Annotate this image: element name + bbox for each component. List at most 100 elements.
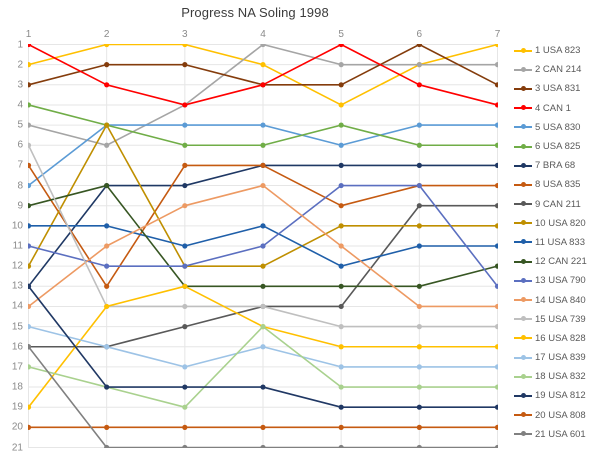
data-point — [416, 44, 422, 48]
data-point — [260, 283, 266, 289]
series-20 — [28, 424, 498, 430]
data-point — [104, 344, 110, 350]
legend-item[interactable]: 5 USA 830 — [514, 118, 600, 137]
data-point — [494, 364, 498, 370]
series-14 — [28, 182, 498, 310]
legend-item[interactable]: 2 CAN 214 — [514, 60, 600, 79]
legend-item[interactable]: 13 USA 790 — [514, 271, 600, 290]
legend-item[interactable]: 11 USA 833 — [514, 233, 600, 252]
legend-item[interactable]: 16 USA 828 — [514, 329, 600, 348]
legend-item[interactable]: 17 USA 839 — [514, 348, 600, 367]
legend-swatch-icon — [514, 84, 532, 93]
y-axis-tick-label: 19 — [11, 401, 23, 413]
legend-item[interactable]: 8 USA 835 — [514, 175, 600, 194]
data-point — [338, 44, 344, 48]
data-point — [182, 243, 188, 249]
data-point — [104, 82, 110, 88]
legend-swatch-icon — [514, 334, 532, 343]
y-axis-tick-label: 12 — [11, 260, 23, 272]
plot-area — [28, 44, 498, 448]
legend-item-label: 7 BRA 68 — [535, 160, 576, 172]
data-point — [494, 263, 498, 269]
data-point — [260, 62, 266, 68]
legend-marker-dot — [520, 412, 526, 418]
data-point — [494, 243, 498, 249]
data-point — [494, 384, 498, 390]
legend-item[interactable]: 10 USA 820 — [514, 214, 600, 233]
legend-marker-dot — [520, 181, 526, 187]
legend-item[interactable]: 20 USA 808 — [514, 406, 600, 425]
data-point — [494, 223, 498, 229]
data-point — [182, 283, 188, 289]
legend-item[interactable]: 6 USA 825 — [514, 137, 600, 156]
series-12 — [28, 182, 498, 289]
legend-item[interactable]: 19 USA 812 — [514, 386, 600, 405]
legend-item[interactable]: 9 CAN 211 — [514, 195, 600, 214]
legend-item[interactable]: 15 USA 739 — [514, 310, 600, 329]
legend-swatch-icon — [514, 315, 532, 324]
data-point — [416, 384, 422, 390]
y-axis-tick-label: 13 — [11, 280, 23, 292]
x-axis-tick-label: 5 — [338, 29, 344, 40]
data-point — [494, 182, 498, 189]
legend-marker-dot — [520, 335, 526, 341]
data-point — [28, 223, 32, 229]
legend-swatch-icon — [514, 161, 532, 170]
y-axis-tick-label: 21 — [11, 442, 23, 453]
data-point — [104, 122, 110, 128]
data-point — [494, 142, 498, 148]
data-point — [494, 444, 498, 448]
legend-marker-dot — [520, 105, 526, 111]
data-point — [182, 142, 188, 148]
data-point — [494, 424, 498, 430]
legend-marker-dot — [520, 354, 526, 360]
series-19 — [28, 283, 498, 410]
legend-item-label: 6 USA 825 — [535, 141, 581, 153]
data-point — [260, 182, 266, 189]
y-axis-tick-label: 4 — [17, 99, 23, 111]
legend-item[interactable]: 3 USA 831 — [514, 79, 600, 98]
data-point — [416, 364, 422, 370]
y-axis: 1 2 3 4 5 6 7 8 9 10 11 12 13 14 15 16 17 18 19 20 21 — [0, 39, 26, 453]
legend-item-label: 19 USA 812 — [535, 390, 586, 402]
data-point — [104, 223, 110, 229]
legend-item-label: 14 USA 840 — [535, 294, 586, 306]
legend-item-label: 5 USA 830 — [535, 121, 581, 133]
data-point — [416, 203, 422, 209]
data-point — [338, 263, 344, 269]
x-axis-tick-label: 4 — [260, 29, 266, 40]
data-point — [416, 404, 422, 410]
chart-title: Progress NA Soling 1998 — [181, 5, 329, 20]
x-axis: 1 2 3 4 5 6 7 — [26, 29, 501, 43]
legend-item[interactable]: 21 USA 601 — [514, 425, 600, 444]
data-point — [182, 62, 188, 68]
y-axis-tick-label: 15 — [11, 321, 23, 333]
data-point — [104, 263, 110, 269]
data-point — [260, 444, 266, 448]
data-point — [28, 324, 32, 330]
data-point — [28, 82, 32, 88]
data-point — [416, 82, 422, 88]
data-point — [338, 162, 344, 168]
legend-swatch-icon — [514, 180, 532, 189]
legend-swatch-icon — [514, 430, 532, 439]
y-axis-tick-label: 20 — [11, 421, 23, 433]
legend-item[interactable]: 7 BRA 68 — [514, 156, 600, 175]
legend-item[interactable]: 14 USA 840 — [514, 290, 600, 309]
data-point — [28, 182, 32, 189]
legend-swatch-icon — [514, 142, 532, 151]
y-axis-tick-label: 7 — [17, 159, 23, 171]
y-axis-tick-label: 8 — [17, 180, 23, 192]
legend-item[interactable]: 12 CAN 221 — [514, 252, 600, 271]
data-point — [338, 344, 344, 350]
legend-item[interactable]: 18 USA 832 — [514, 367, 600, 386]
data-point — [338, 283, 344, 289]
legend-item[interactable]: 4 CAN 1 — [514, 99, 600, 118]
data-point — [260, 122, 266, 128]
y-axis-tick-label: 18 — [11, 381, 23, 393]
data-point — [338, 82, 344, 88]
data-point — [104, 303, 110, 310]
legend-item[interactable]: 1 USA 823 — [514, 41, 600, 60]
data-point — [28, 44, 32, 48]
